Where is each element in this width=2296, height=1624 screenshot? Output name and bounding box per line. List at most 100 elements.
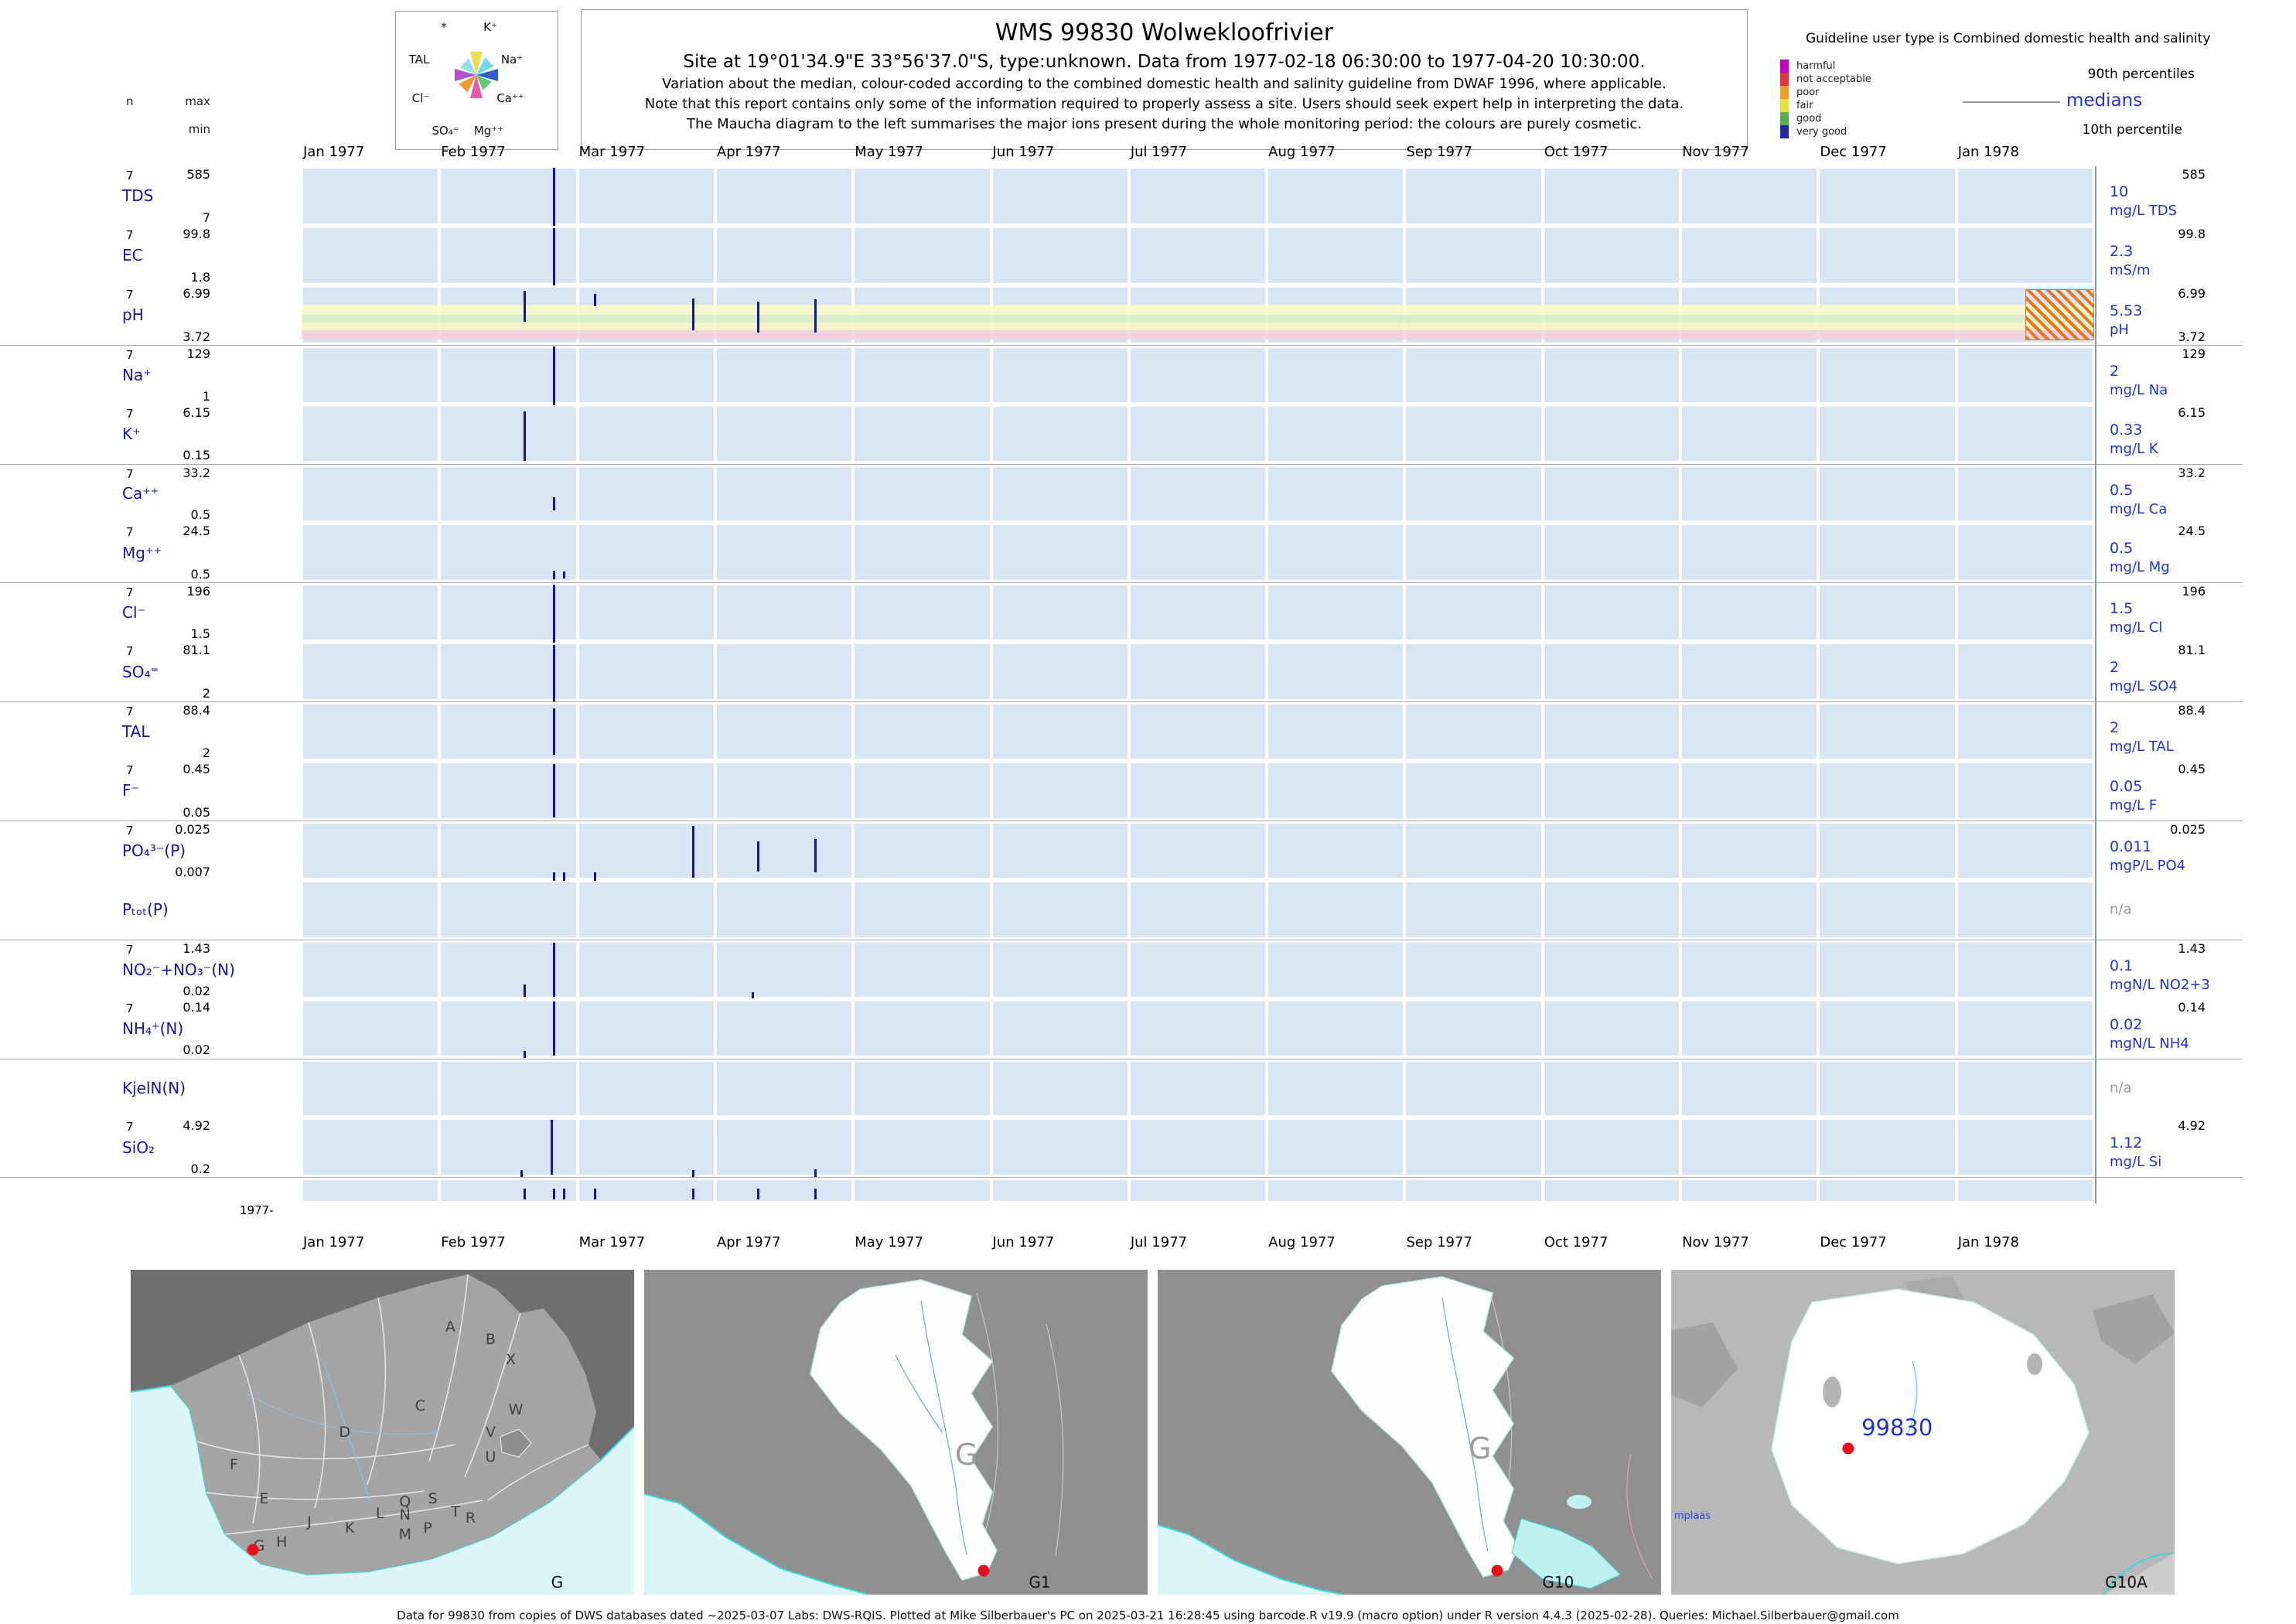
map-panel-G1: G G1 [644, 1270, 1148, 1595]
sample-tick [814, 1169, 817, 1178]
month-cell [992, 169, 1128, 223]
month-axis: Jan 1977 Feb 1977 Mar 1977 Apr 1977 May 1977… [0, 1234, 2296, 1253]
month-cell [1682, 1120, 1817, 1175]
region-letter: G [954, 1438, 978, 1472]
median-value: 0.5 [2110, 540, 2134, 558]
right-max-value: 0.14 [2178, 999, 2206, 1015]
param-label: PO₄³⁻(P) [122, 841, 186, 860]
ph-guideline-band [302, 305, 2094, 316]
month-cell [1544, 406, 1680, 462]
sample-tick [692, 1170, 695, 1178]
page-title: WMS 99830 Wolwekloofrivier [994, 19, 1334, 46]
month-cell [716, 585, 852, 640]
year-axis-label: 1977- [240, 1203, 274, 1217]
month-cell [1130, 763, 1266, 818]
median-unit: mg/L Cl [2110, 619, 2163, 636]
sample-count: 7 [126, 942, 134, 957]
param-max: 0.14 [183, 999, 210, 1015]
month-cell [578, 347, 714, 402]
param-min: 7 [202, 210, 210, 225]
month-label: Apr 1977 [716, 1234, 781, 1250]
right-max-value: 0.025 [2170, 821, 2206, 837]
month-cell [855, 763, 990, 818]
guideline-class-row: good [1780, 112, 1821, 125]
sample-count: 7 [126, 347, 134, 362]
month-cell [1682, 347, 1817, 402]
param-label: SiO₂ [122, 1138, 155, 1157]
month-cell [1820, 705, 1955, 759]
p90-label: 90th percentiles [2087, 67, 2195, 82]
drainage-region-letter: S [428, 1490, 438, 1508]
guideline-class-swatch [1780, 125, 1789, 138]
month-cell [578, 1061, 714, 1116]
month-cell [441, 525, 576, 581]
month-label: Feb 1977 [441, 1234, 506, 1250]
month-label: May 1977 [855, 144, 923, 160]
month-cell [1682, 1001, 1817, 1056]
month-cell [1130, 1001, 1266, 1056]
param-min: 0.5 [190, 567, 210, 582]
month-cell [303, 763, 438, 818]
maucha-ion-label: TAL [408, 53, 430, 67]
month-cell [716, 823, 852, 878]
right-max-value: 4.92 [2178, 1118, 2206, 1134]
param-row-ptot: Pₜₒₜ(P) n/a [0, 880, 2243, 940]
param-row-po4: PO₄³⁻(P) 7 0.025 0.007 0.025 0.011 mgP/L PO4 [0, 820, 2243, 881]
sample-count: 7 [126, 406, 134, 421]
map-id-label: G [551, 1573, 564, 1592]
param-row-tal: TAL 7 88.4 2 88.4 2 mg/L TAL [0, 701, 2243, 761]
month-cell [992, 347, 1128, 402]
month-cell [1268, 1120, 1404, 1175]
month-cell [1957, 1180, 2093, 1202]
month-cell [992, 1180, 1128, 1202]
month-cell [1682, 942, 1817, 997]
month-cell [578, 644, 714, 700]
month-cell [578, 763, 714, 818]
month-cell [1406, 882, 1541, 937]
guideline-class-label: not acceptable [1796, 73, 1871, 85]
param-max: 6.15 [183, 404, 210, 420]
month-cell [1130, 466, 1266, 521]
month-cell [716, 466, 852, 521]
month-label: Dec 1977 [1820, 1234, 1887, 1250]
param-label: SO₄⁼ [122, 662, 159, 681]
month-cell [1406, 1120, 1541, 1175]
month-cell [578, 705, 714, 759]
sample-tick [563, 872, 566, 881]
sample-tick [552, 584, 555, 643]
month-label: Feb 1977 [441, 144, 506, 160]
month-cell [1682, 882, 1817, 937]
month-cell [1130, 1061, 1266, 1116]
map-id-label: G1 [1029, 1573, 1051, 1592]
month-cell [1820, 1061, 1955, 1116]
guideline-class-swatch [1780, 99, 1789, 112]
month-cell [1957, 823, 2093, 878]
drainage-region-letter: P [423, 1519, 432, 1537]
month-cell [1544, 585, 1680, 640]
month-cell [1544, 466, 1680, 521]
guideline-class-label: very good [1796, 126, 1847, 138]
median-value: 0.1 [2110, 957, 2134, 974]
month-cell [716, 1061, 852, 1116]
param-row-ca: Ca⁺⁺ 7 33.2 0.5 33.2 0.5 mg/L Ca [0, 463, 2243, 524]
month-cell [855, 705, 990, 759]
month-cell [1957, 227, 2093, 283]
guideline-class-row: not acceptable [1780, 73, 1871, 86]
drainage-region-letter: A [445, 1318, 455, 1336]
sample-count: 7 [126, 287, 134, 302]
note-maucha: The Maucha diagram to the left summarise… [686, 116, 1643, 132]
month-cell [578, 406, 714, 462]
guideline-class-label: fair [1796, 100, 1813, 111]
param-max: 99.8 [183, 226, 210, 241]
month-cell [1268, 525, 1404, 581]
ph-guideline-band [302, 315, 2094, 323]
note-guideline: Variation about the median, colour-coded… [662, 76, 1667, 92]
maucha-diagram [455, 52, 498, 98]
param-min: 0.2 [190, 1162, 210, 1177]
month-cell [1957, 347, 2093, 402]
median-unit: mg/L TDS [2110, 203, 2178, 219]
param-min: 0.05 [183, 804, 210, 820]
param-row-nh4: NH₄⁺(N) 7 0.14 0.02 0.14 0.02 mgN/L NH4 [0, 999, 2243, 1059]
map-panel-G10: G G10 [1158, 1270, 1661, 1595]
month-cell [1957, 1120, 2093, 1175]
